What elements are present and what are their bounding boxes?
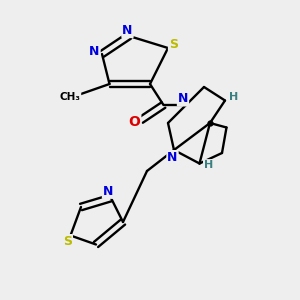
Text: N: N (167, 151, 178, 164)
Text: O: O (128, 115, 140, 128)
Text: N: N (122, 24, 133, 37)
Text: H: H (204, 160, 213, 170)
Text: N: N (89, 45, 100, 58)
Text: N: N (178, 92, 188, 106)
Text: S: S (169, 38, 178, 52)
Text: CH₃: CH₃ (59, 92, 80, 102)
Text: H: H (229, 92, 238, 102)
Text: S: S (63, 235, 72, 248)
Text: N: N (103, 185, 113, 198)
